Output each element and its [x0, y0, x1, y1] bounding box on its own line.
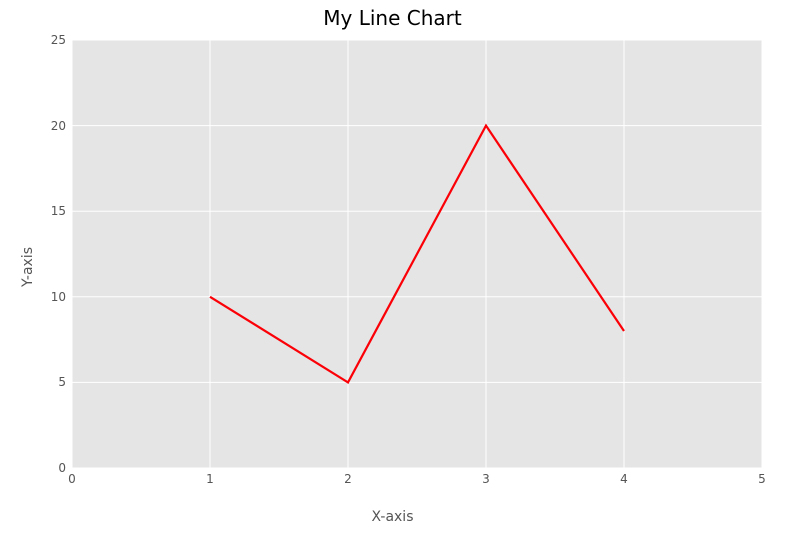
- x-tick-label: 2: [344, 472, 352, 486]
- x-tick-label: 4: [620, 472, 628, 486]
- plot-svg: [72, 40, 762, 468]
- x-tick-label: 5: [758, 472, 766, 486]
- y-tick-label: 20: [42, 119, 66, 133]
- chart-title: My Line Chart: [0, 6, 785, 30]
- y-tick-label: 10: [42, 290, 66, 304]
- data-line-series-1: [210, 126, 624, 383]
- y-axis-label: Y-axis: [20, 247, 36, 287]
- x-tick-label: 1: [206, 472, 214, 486]
- y-tick-label: 15: [42, 204, 66, 218]
- x-tick-label: 0: [68, 472, 76, 486]
- y-tick-label: 25: [42, 33, 66, 47]
- x-tick-label: 3: [482, 472, 490, 486]
- y-tick-label: 0: [42, 461, 66, 475]
- plot-area: [72, 40, 762, 468]
- y-tick-label: 5: [42, 375, 66, 389]
- line-chart: My Line Chart Y-axis X-axis 0 1 2 3 4 5 0 5 10 1…: [0, 0, 785, 533]
- series-group: [210, 126, 624, 383]
- x-axis-label: X-axis: [0, 509, 785, 525]
